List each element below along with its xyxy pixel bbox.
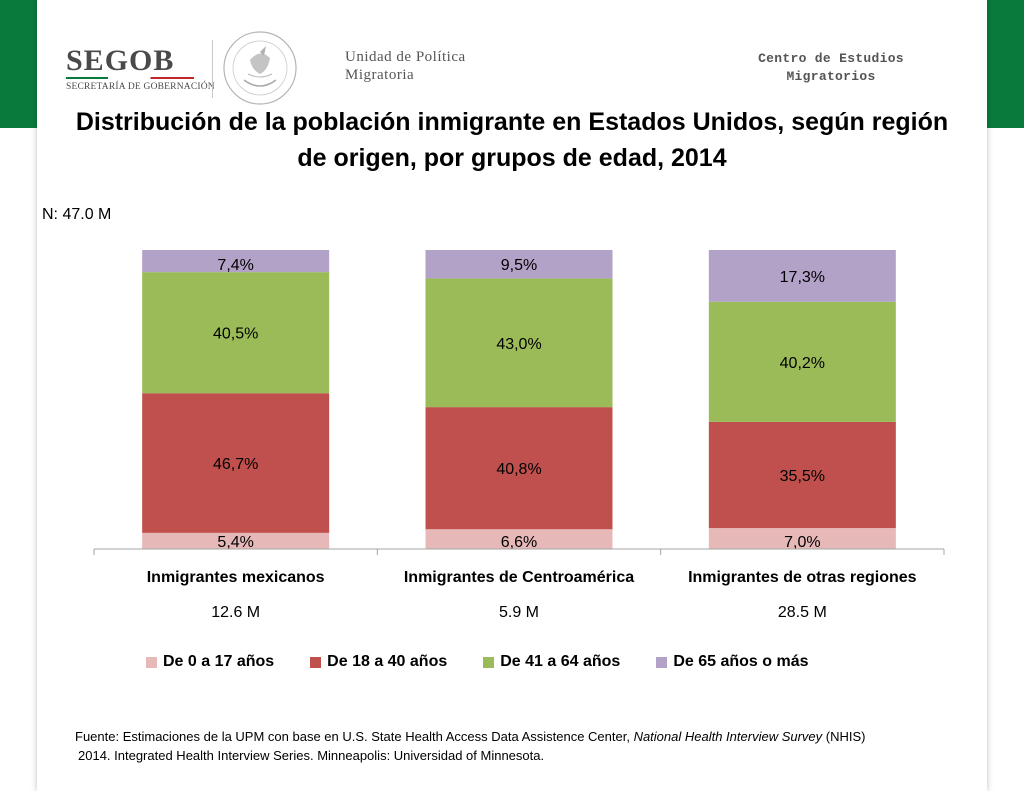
data-label: 7,0% xyxy=(784,534,820,551)
source-prefix: Fuente: Estimaciones de la UPM con base … xyxy=(75,729,634,744)
data-label: 9,5% xyxy=(501,257,537,274)
source-survey: National Health Interview Survey xyxy=(633,729,823,744)
data-label: 40,5% xyxy=(213,326,258,343)
category-label: Inmigrantes de Centroamérica xyxy=(404,569,634,586)
category-label: Inmigrantes de otras regiones xyxy=(688,569,917,586)
bar-segment xyxy=(425,250,613,279)
segob-subtitle: SECRETARÍA DE GOBERNACIÓN xyxy=(66,82,215,92)
centro-estudios: Centro de Estudios Migratorios xyxy=(740,50,922,86)
legend-swatch xyxy=(310,656,322,668)
centro-line-2: Migratorios xyxy=(786,69,876,84)
segob-logo: SEGOB SECRETARÍA DE GOBERNACIÓN xyxy=(66,44,215,94)
legend-item: De 0 a 17 años xyxy=(146,653,274,671)
right-green-band xyxy=(987,0,1024,128)
legend-label: De 65 años o más xyxy=(673,653,809,670)
centro-line-1: Centro de Estudios xyxy=(758,51,904,66)
unit-line-2: Migratoria xyxy=(345,67,415,83)
data-label: 46,7% xyxy=(213,456,258,473)
legend-item: De 18 a 40 años xyxy=(310,653,447,671)
header-divider xyxy=(212,40,213,98)
bar-segment xyxy=(708,528,896,549)
bar-segment xyxy=(425,278,613,408)
bar-segment xyxy=(142,250,330,273)
legend-item: De 41 a 64 años xyxy=(483,653,620,671)
source-note: Fuente: Estimaciones de la UPM con base … xyxy=(75,727,953,765)
data-label: 5,4% xyxy=(217,534,253,551)
data-label: 17,3% xyxy=(780,269,825,286)
legend-label: De 41 a 64 años xyxy=(500,653,621,670)
left-green-band xyxy=(0,0,37,128)
bar-segment xyxy=(708,301,896,422)
data-label: 6,6% xyxy=(501,534,537,551)
chart-legend: De 0 a 17 años De 18 a 40 años De 41 a 64 … xyxy=(146,653,809,671)
segob-brand: SEGOB xyxy=(66,44,175,77)
chart-title: Distribución de la población inmigrante … xyxy=(75,108,949,172)
data-label: 7,4% xyxy=(217,257,253,274)
bar-segment xyxy=(142,393,330,533)
unit-line-1: Unidad de Política xyxy=(345,49,466,65)
legend-item: De 65 años o más xyxy=(656,653,809,671)
bar-segment xyxy=(425,529,613,549)
category-total-label: 5.9 M xyxy=(499,604,539,621)
bar-segment xyxy=(425,407,613,530)
data-label: 40,8% xyxy=(496,461,541,478)
bar-segment xyxy=(708,250,896,302)
legend-swatch xyxy=(656,656,668,668)
segob-tricolor-rule xyxy=(66,77,194,79)
bar-segment xyxy=(708,421,896,529)
unit-name: Unidad de Política Migratoria xyxy=(345,48,466,84)
source-line-2: 2014. Integrated Health Interview Series… xyxy=(78,748,545,763)
data-label: 35,5% xyxy=(780,468,825,485)
bar-segment xyxy=(142,272,330,394)
bar-segment xyxy=(142,532,330,549)
source-suffix: (NHIS) xyxy=(822,729,866,744)
category-label: Inmigrantes mexicanos xyxy=(147,569,325,586)
category-total-label: 28.5 M xyxy=(778,604,827,621)
legend-swatch xyxy=(483,656,495,668)
data-label: 43,0% xyxy=(496,336,541,353)
category-total-label: 12.6 M xyxy=(211,604,260,621)
legend-swatch xyxy=(146,656,157,668)
national-seal-icon xyxy=(223,31,297,105)
data-label: 40,2% xyxy=(780,355,825,372)
total-n-label: N: 47.0 M xyxy=(42,206,112,223)
legend-label: De 18 a 40 años xyxy=(327,653,448,670)
legend-label: De 0 a 17 años xyxy=(163,653,275,670)
